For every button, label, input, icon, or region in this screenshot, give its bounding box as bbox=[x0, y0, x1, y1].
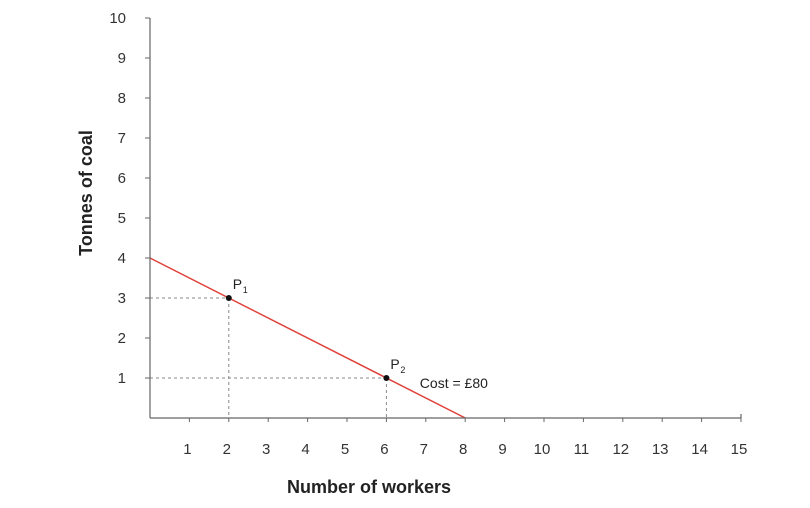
y-tick-label-6: 6 bbox=[118, 170, 126, 187]
y-tick-label-9: 9 bbox=[118, 50, 126, 67]
x-tick-label-15: 15 bbox=[731, 441, 748, 458]
point-label-2: P bbox=[390, 356, 399, 372]
y-tick-label-3: 3 bbox=[118, 290, 126, 307]
x-tick-label-11: 11 bbox=[574, 441, 590, 458]
point-1 bbox=[225, 295, 232, 301]
y-tick-label-10: 10 bbox=[109, 10, 126, 27]
y-tick-label-1: 1 bbox=[118, 370, 126, 387]
guide-lines bbox=[150, 297, 387, 418]
x-tick-label-14: 14 bbox=[691, 441, 708, 458]
x-tick-label-12: 12 bbox=[612, 441, 629, 458]
x-tick-label-10: 10 bbox=[534, 441, 551, 458]
x-tick-label-3: 3 bbox=[262, 441, 270, 458]
x-tick-label-7: 7 bbox=[420, 441, 428, 458]
series-line-0 bbox=[149, 257, 466, 419]
point-label-1: P bbox=[233, 276, 242, 292]
y-tick-label-8: 8 bbox=[118, 90, 126, 107]
point-2 bbox=[383, 375, 390, 381]
annotations: Cost = £80 bbox=[420, 375, 488, 391]
x-tick-label-8: 8 bbox=[459, 441, 467, 458]
y-tick-label-5: 5 bbox=[118, 210, 126, 227]
x-tick-label-9: 9 bbox=[498, 441, 506, 458]
y-axis-title: Tonnes of coal bbox=[76, 130, 96, 256]
x-tick-label-2: 2 bbox=[223, 441, 231, 458]
point-label-sub-1: 1 bbox=[243, 285, 248, 295]
y-tick-label-4: 4 bbox=[118, 250, 126, 267]
y-tick-label-7: 7 bbox=[118, 130, 126, 147]
x-tick-label-1: 1 bbox=[183, 441, 191, 458]
series-lines bbox=[149, 257, 466, 419]
x-axis-title: Number of workers bbox=[287, 477, 451, 497]
axes bbox=[145, 17, 742, 422]
y-tick-label-2: 2 bbox=[118, 330, 126, 347]
data-points: P 1P 2 bbox=[225, 276, 405, 381]
point-label-sub-2: 2 bbox=[400, 365, 405, 375]
x-tick-label-13: 13 bbox=[652, 441, 669, 458]
annotation-1: Cost = £80 bbox=[420, 375, 488, 391]
x-tick-label-5: 5 bbox=[341, 441, 349, 458]
x-tick-label-4: 4 bbox=[301, 441, 309, 458]
x-tick-label-6: 6 bbox=[380, 441, 388, 458]
